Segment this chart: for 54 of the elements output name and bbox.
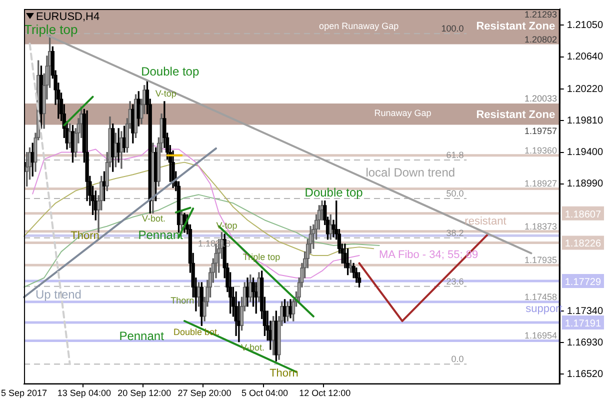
- annotation: Double top: [141, 64, 200, 78]
- ref-line-label: 1.18607: [564, 209, 602, 220]
- ref-line-label: 1.16954: [524, 330, 557, 341]
- annotation: Thorn: [70, 230, 100, 242]
- annotation: 23.6: [446, 276, 464, 286]
- annotation: V-top: [155, 88, 176, 99]
- ref-line-label: 1.18226: [564, 238, 602, 250]
- annotation: V-bot.: [241, 342, 265, 353]
- annotation: 1.20802: [524, 34, 557, 44]
- y-tick-label: 1.19810: [566, 115, 604, 126]
- y-tick-label: 1.18990: [566, 178, 604, 190]
- annotation: 1.21293: [524, 9, 557, 20]
- ref-line-label: 1.17458: [524, 292, 557, 302]
- ref-line-label: 1.17729: [564, 277, 602, 288]
- chart-title: EURUSD,H4: [36, 11, 100, 23]
- annotation: V-bot.: [142, 214, 166, 224]
- y-tick-label: 1.16930: [566, 337, 604, 348]
- ref-line-label: 1.19360: [524, 145, 557, 156]
- x-tick-label: 12 Oct 12:00: [299, 388, 351, 398]
- annotation: Thorn: [170, 295, 194, 306]
- annotation: Up trend: [35, 288, 82, 302]
- y-tick-label: 1.21050: [566, 20, 604, 31]
- x-tick-label: 5 Sep 2017: [0, 388, 48, 398]
- annotation: MA Fibo - 34; 55; 89: [379, 249, 478, 262]
- annotation: Pennant: [119, 328, 165, 343]
- ref-line-label: 1.18373: [524, 221, 557, 232]
- annotation: 1.20033: [524, 94, 557, 104]
- annotation: 100.0: [441, 24, 464, 34]
- x-tick-label: 5 Oct 04:00: [241, 388, 288, 398]
- annotation: Double top: [304, 186, 364, 200]
- x-tick-label: 13 Sep 04:00: [57, 388, 111, 398]
- band-label: Resistant Zone: [476, 109, 556, 122]
- annotation: Thorn: [270, 368, 298, 380]
- y-tick-label: 1.17340: [566, 306, 604, 317]
- y-tick-label: 1.16520: [566, 368, 604, 380]
- band-label: Resistant Zone: [476, 20, 556, 32]
- ref-line-label: 1.18927: [524, 178, 557, 189]
- y-tick-label: 1.20640: [566, 52, 604, 63]
- annotation: open Runaway Gap: [319, 21, 399, 32]
- annotation: 50.0: [446, 188, 464, 199]
- y-tick-label: 1.19400: [566, 147, 604, 158]
- annotation: local Down trend: [366, 165, 456, 180]
- ref-line-label: 1.17191: [564, 318, 602, 330]
- annotation: 0.0: [451, 354, 464, 364]
- annotation: 38.2: [446, 228, 464, 238]
- annotation: Runaway Gap: [374, 108, 432, 118]
- x-tick-label: 27 Sep 20:00: [178, 388, 232, 398]
- annotation: 1.19757: [524, 126, 557, 136]
- x-tick-label: 20 Sep 12:00: [118, 388, 172, 398]
- ref-line-label: 1.17935: [524, 255, 557, 266]
- y-tick-label: 1.20220: [566, 84, 604, 95]
- annotation: 61.8: [446, 150, 464, 160]
- annotation: V-top: [216, 220, 238, 230]
- annotation: resistant: [464, 216, 506, 228]
